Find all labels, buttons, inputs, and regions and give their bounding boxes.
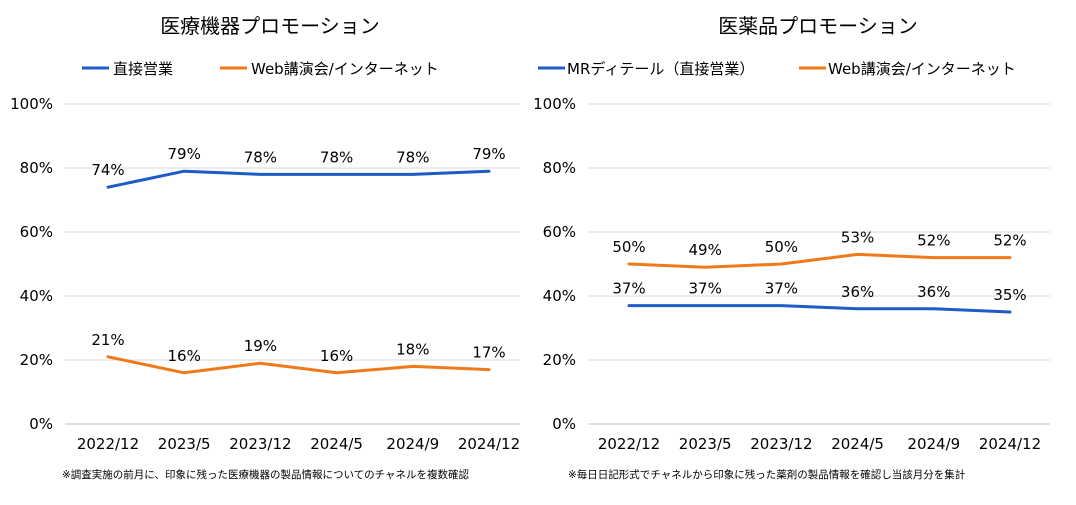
data-label: 18%	[396, 340, 429, 358]
x-tick-label: 2024/9	[907, 435, 960, 453]
chart-title: 医薬品プロモーション	[718, 14, 918, 38]
x-tick-label: 2022/12	[77, 435, 139, 453]
data-label: 52%	[917, 232, 950, 250]
legend-label-1: Web講演会/インターネット	[828, 60, 1016, 78]
series-line-0	[106, 169, 491, 189]
y-tick-label: 40%	[20, 287, 53, 305]
data-label: 78%	[396, 148, 429, 166]
pharma-chart-panel: 医薬品プロモーション MRディテール（直接営業） Web講演会/インターネット 0% 2…	[530, 0, 1076, 505]
data-label: 52%	[993, 232, 1026, 250]
y-tick-label: 100%	[533, 95, 576, 113]
data-label: 50%	[765, 238, 798, 256]
x-tick-label: 2024/9	[386, 435, 439, 453]
data-label: 17%	[472, 344, 505, 362]
data-label: 21%	[91, 331, 124, 349]
y-tick-label: 20%	[20, 351, 53, 369]
legend-label-0: MRディテール（直接営業）	[567, 60, 754, 78]
x-tick-label: 2022/12	[598, 435, 660, 453]
series-line-1	[106, 355, 491, 375]
y-tick-label: 60%	[543, 223, 576, 241]
series-line-1	[627, 252, 1012, 269]
x-tick-label: 2023/5	[679, 435, 732, 453]
y-tick-label: 60%	[20, 223, 53, 241]
data-label: 37%	[689, 280, 722, 298]
x-tick-label: 2023/12	[750, 435, 812, 453]
data-label: 19%	[244, 337, 277, 355]
x-tick-label: 2024/12	[979, 435, 1041, 453]
data-label: 37%	[765, 280, 798, 298]
footnote: ※毎日日記形式でチャネルから印象に残った薬剤の製品情報を確認し当該月分を集計	[568, 468, 966, 481]
data-label: 79%	[168, 145, 201, 163]
data-label: 49%	[689, 241, 722, 259]
y-tick-label: 20%	[543, 351, 576, 369]
series-line-0	[627, 304, 1012, 314]
data-label: 74%	[91, 161, 124, 179]
x-tick-label: 2024/12	[458, 435, 520, 453]
data-label: 79%	[472, 145, 505, 163]
x-tick-label: 2024/5	[310, 435, 363, 453]
data-label: 36%	[841, 283, 874, 301]
data-label: 16%	[168, 347, 201, 365]
y-tick-label: 0%	[552, 415, 576, 433]
y-tick-label: 80%	[543, 159, 576, 177]
x-tick-label: 2024/5	[831, 435, 884, 453]
x-tick-label: 2023/5	[158, 435, 211, 453]
x-tick-label: 2023/12	[229, 435, 291, 453]
y-tick-label: 0%	[29, 415, 53, 433]
data-label: 16%	[320, 347, 353, 365]
medical-device-chart-panel: 医療機器プロモーション直接営業 Web講演会/インターネット 0% 20% 40% 60%…	[0, 0, 530, 505]
data-label: 53%	[841, 228, 874, 246]
y-tick-label: 80%	[20, 159, 53, 177]
legend-label-1: Web講演会/インターネット	[251, 60, 439, 78]
data-label: 78%	[244, 148, 277, 166]
data-label: 36%	[917, 283, 950, 301]
footnote: ※調査実施の前月に、印象に残った医療機器の製品情報についてのチャネルを複数確認	[62, 468, 470, 481]
data-label: 78%	[320, 148, 353, 166]
pharma-chart: 医薬品プロモーション MRディテール（直接営業） Web講演会/インターネット 0% 2…	[533, 14, 1050, 481]
data-label: 50%	[612, 238, 645, 256]
legend-label-0: 直接営業	[113, 60, 173, 78]
data-label: 35%	[993, 286, 1026, 304]
y-tick-label: 40%	[543, 287, 576, 305]
chart-title: 医療機器プロモーション	[160, 14, 380, 38]
data-label: 37%	[612, 280, 645, 298]
y-tick-label: 100%	[10, 95, 53, 113]
